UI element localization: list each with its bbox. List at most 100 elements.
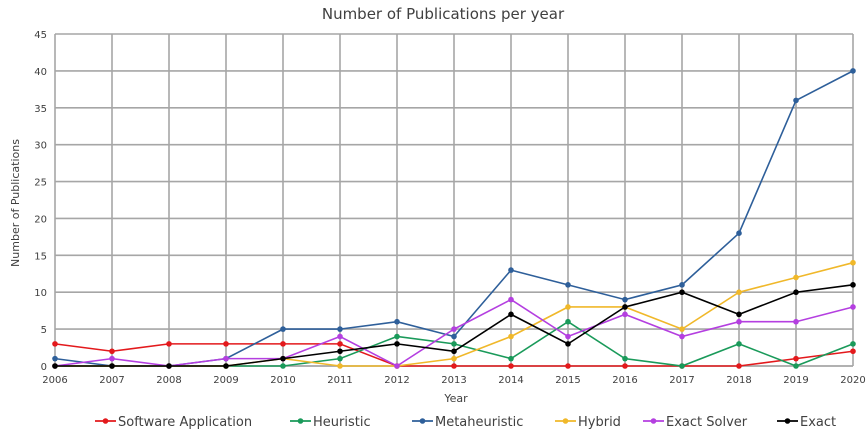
data-point: [508, 333, 514, 340]
data-point: [679, 333, 685, 340]
data-point: [850, 68, 856, 74]
data-point: [337, 333, 343, 340]
x-tick-label: 2009: [213, 375, 238, 386]
legend-item: Exact: [777, 415, 836, 430]
y-tick-label: 0: [41, 362, 47, 373]
legend-label: Exact: [800, 415, 836, 430]
data-point: [736, 230, 742, 236]
x-tick-label: 2014: [498, 375, 523, 386]
data-point: [565, 282, 571, 288]
data-point: [337, 341, 343, 347]
data-point: [622, 304, 628, 310]
x-tick-label: 2010: [270, 375, 295, 386]
x-tick-label: 2018: [726, 375, 751, 386]
x-tick-label: 2017: [669, 375, 694, 386]
data-point: [622, 311, 628, 318]
legend-label: Hybrid: [578, 415, 621, 430]
grid: [54, 33, 854, 366]
data-point: [736, 311, 742, 318]
data-point: [280, 341, 286, 347]
data-point: [850, 282, 856, 288]
legend-label: Software Application: [118, 415, 252, 430]
x-tick-label: 2019: [783, 375, 808, 386]
data-point: [736, 318, 742, 325]
data-point: [337, 348, 343, 355]
series-exact: [52, 282, 856, 369]
y-tick-label: 20: [34, 214, 47, 225]
data-point: [166, 363, 172, 369]
data-point: [508, 296, 514, 303]
data-point: [679, 289, 685, 296]
data-point: [508, 355, 514, 362]
data-point: [565, 333, 571, 340]
y-tick-label: 30: [34, 141, 47, 152]
data-point: [565, 341, 571, 347]
y-tick-label: 25: [34, 178, 47, 189]
data-point: [52, 363, 58, 369]
data-point: [280, 355, 286, 362]
legend-swatch-marker: [102, 418, 109, 424]
data-point: [508, 311, 514, 318]
data-point: [451, 363, 457, 369]
data-point: [679, 363, 685, 369]
data-point: [793, 318, 799, 325]
data-point: [793, 363, 799, 369]
y-tick-label: 15: [34, 251, 47, 262]
legend-label: Exact Solver: [666, 415, 748, 430]
data-point: [622, 363, 628, 369]
data-point: [451, 333, 457, 340]
data-point: [451, 355, 457, 362]
y-tick-label: 40: [34, 67, 47, 78]
legend-label: Heuristic: [313, 415, 371, 430]
data-point: [394, 341, 400, 347]
data-point: [565, 318, 571, 325]
legend-swatch-marker: [784, 418, 791, 424]
chart-title: Number of Publications per year: [322, 5, 565, 23]
x-tick-label: 2016: [612, 375, 637, 386]
x-tick-label: 2006: [42, 375, 67, 386]
data-point: [850, 259, 856, 266]
x-tick-label: 2020: [840, 375, 865, 386]
data-point: [508, 267, 514, 273]
x-tick-label: 2008: [156, 375, 181, 386]
legend: Software Application Heuristic Metaheurist…: [95, 415, 836, 430]
data-point: [793, 355, 799, 362]
data-point: [736, 341, 742, 347]
legend-label: Metaheuristic: [435, 415, 523, 430]
x-tick-label: 2015: [555, 375, 580, 386]
data-point: [52, 355, 58, 362]
data-point: [451, 326, 457, 332]
x-axis-label: Year: [443, 392, 468, 405]
data-point: [223, 363, 229, 369]
legend-swatch-marker: [419, 418, 426, 424]
legend-item: Metaheuristic: [412, 415, 523, 430]
legend-swatch-marker: [650, 418, 657, 424]
data-point: [679, 282, 685, 288]
data-point: [850, 341, 856, 347]
data-point: [337, 326, 343, 332]
data-point: [109, 355, 115, 362]
legend-item: Heuristic: [290, 415, 371, 430]
data-point: [736, 289, 742, 296]
data-point: [622, 355, 628, 362]
data-point: [736, 363, 742, 369]
data-point: [223, 355, 229, 362]
data-point: [679, 326, 685, 332]
series-group: [52, 68, 856, 369]
data-point: [850, 348, 856, 355]
legend-item: Hybrid: [555, 415, 621, 430]
data-point: [337, 355, 343, 362]
legend-item: Exact Solver: [643, 415, 748, 430]
y-tick-label: 10: [34, 288, 47, 299]
data-point: [337, 363, 343, 369]
data-point: [394, 333, 400, 340]
y-axis-label: Number of Publications: [9, 139, 22, 267]
data-point: [109, 363, 115, 369]
data-point: [565, 363, 571, 369]
x-tick-label: 2011: [327, 375, 352, 386]
x-tick-label: 2007: [99, 375, 124, 386]
data-point: [793, 97, 799, 104]
data-point: [109, 348, 115, 355]
